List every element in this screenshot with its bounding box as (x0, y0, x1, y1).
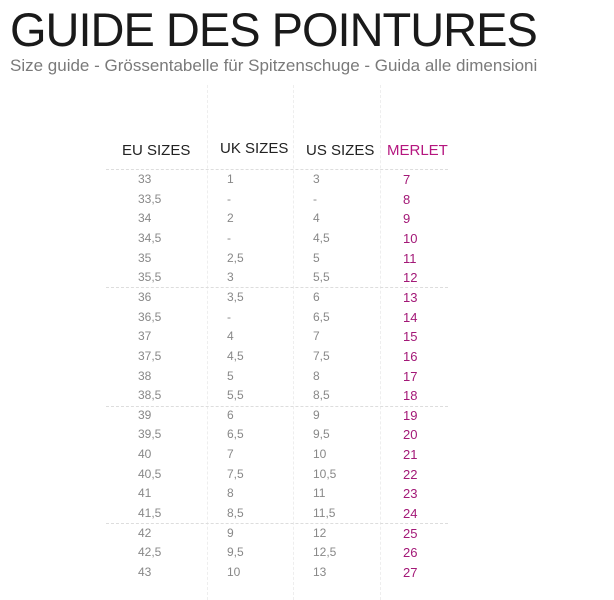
uk-size-cell: 8,5 (227, 506, 244, 521)
merlet-size-cell: 27 (403, 565, 418, 580)
page-subtitle: Size guide - Grössentabelle für Spitzens… (10, 56, 538, 75)
us-size-cell: 5 (313, 250, 320, 265)
uk-size-cell: 4,5 (227, 348, 244, 363)
eu-size-cell: 41,5 (138, 506, 162, 521)
us-size-cell: 13 (313, 565, 327, 579)
merlet-size-cell: 26 (403, 545, 418, 561)
us-size-cell: 6,5 (313, 309, 330, 324)
merlet-size-cell: 11 (403, 250, 417, 266)
eu-size-cell: 36,5 (138, 309, 162, 324)
merlet-size-cell: 18 (403, 388, 418, 404)
uk-size-cell: - (227, 230, 231, 245)
us-size-cell: 9,5 (313, 427, 330, 442)
header-merlet: MERLET (387, 142, 448, 159)
eu-size-cell: 35,5 (138, 270, 162, 285)
uk-size-cell: 7 (227, 447, 234, 462)
us-size-cell: 8,5 (313, 388, 330, 403)
merlet-size-cell: 12 (403, 270, 418, 286)
uk-size-cell: - (227, 309, 231, 324)
merlet-size-cell: 25 (403, 525, 418, 541)
uk-size-cell: 3 (227, 270, 234, 285)
uk-size-cell: 1 (227, 172, 234, 186)
us-size-cell: 8 (313, 368, 320, 383)
eu-size-cell: 39,5 (138, 427, 162, 442)
uk-size-cell: 10 (227, 565, 241, 579)
merlet-size-cell: 22 (403, 466, 418, 482)
eu-size-cell: 33,5 (138, 191, 162, 206)
uk-size-cell: - (227, 191, 231, 206)
eu-size-cell: 34 (138, 211, 152, 226)
us-size-cell: 5,5 (313, 270, 330, 285)
eu-size-cell: 41 (138, 486, 152, 501)
eu-size-cell: 35 (138, 250, 152, 265)
merlet-size-cell: 15 (403, 329, 418, 345)
column-divider (293, 85, 294, 600)
row-group-divider (106, 406, 448, 407)
merlet-size-cell: 13 (403, 289, 418, 305)
eu-size-cell: 42,5 (138, 545, 162, 560)
uk-size-cell: 6,5 (227, 427, 244, 442)
merlet-size-cell: 23 (403, 486, 418, 502)
header-uk: UK SIZES (220, 140, 289, 157)
merlet-size-cell: 21 (403, 447, 418, 463)
uk-size-cell: 5,5 (227, 388, 244, 403)
uk-size-cell: 3,5 (227, 289, 244, 304)
merlet-size-cell: 17 (403, 368, 418, 384)
merlet-size-cell: 9 (403, 211, 411, 227)
row-group-divider (106, 523, 448, 524)
us-size-cell: 11,5 (313, 506, 336, 521)
eu-size-cell: 33 (138, 172, 152, 186)
us-size-cell: 7 (313, 329, 320, 344)
us-size-cell: 6 (313, 289, 320, 304)
us-size-cell: 12,5 (313, 545, 337, 560)
eu-size-cell: 38,5 (138, 388, 162, 403)
uk-size-cell: 6 (227, 407, 234, 422)
uk-size-cell: 9 (227, 525, 234, 540)
uk-size-cell: 2,5 (227, 250, 244, 265)
eu-size-cell: 38 (138, 368, 152, 383)
header-us: US SIZES (306, 142, 375, 159)
us-size-cell: 3 (313, 172, 320, 186)
row-group-divider (106, 287, 448, 288)
us-size-cell: 7,5 (313, 348, 330, 363)
eu-size-cell: 40,5 (138, 466, 162, 481)
merlet-size-cell: 24 (403, 506, 418, 522)
us-size-cell: - (313, 191, 317, 206)
us-size-cell: 4 (313, 211, 320, 226)
eu-size-cell: 39 (138, 407, 152, 422)
header-eu: EU SIZES (122, 142, 191, 159)
us-size-cell: 12 (313, 525, 327, 540)
uk-size-cell: 4 (227, 329, 234, 344)
column-divider (380, 85, 381, 600)
uk-size-cell: 5 (227, 368, 234, 383)
uk-size-cell: 2 (227, 211, 234, 226)
eu-size-cell: 34,5 (138, 230, 162, 245)
merlet-size-cell: 19 (403, 407, 418, 423)
merlet-size-cell: 10 (403, 230, 418, 246)
eu-size-cell: 43 (138, 565, 152, 579)
merlet-size-cell: 20 (403, 427, 418, 443)
eu-size-cell: 37,5 (138, 348, 162, 363)
us-size-cell: 10,5 (313, 466, 337, 481)
eu-size-cell: 40 (138, 447, 152, 462)
merlet-size-cell: 14 (403, 309, 418, 325)
us-size-cell: 4,5 (313, 230, 330, 245)
eu-size-cell: 36 (138, 289, 152, 304)
row-group-divider (106, 169, 448, 170)
uk-size-cell: 9,5 (227, 545, 244, 560)
us-size-cell: 9 (313, 407, 320, 422)
column-divider (207, 85, 208, 600)
page-title: GUIDE DES POINTURES (10, 3, 538, 56)
eu-size-cell: 42 (138, 525, 152, 540)
merlet-size-cell: 8 (403, 191, 411, 207)
uk-size-cell: 7,5 (227, 466, 244, 481)
merlet-size-cell: 16 (403, 348, 418, 364)
eu-size-cell: 37 (138, 329, 152, 344)
uk-size-cell: 8 (227, 486, 234, 501)
us-size-cell: 10 (313, 447, 327, 462)
us-size-cell: 11 (313, 486, 326, 501)
merlet-size-cell: 7 (403, 172, 411, 187)
